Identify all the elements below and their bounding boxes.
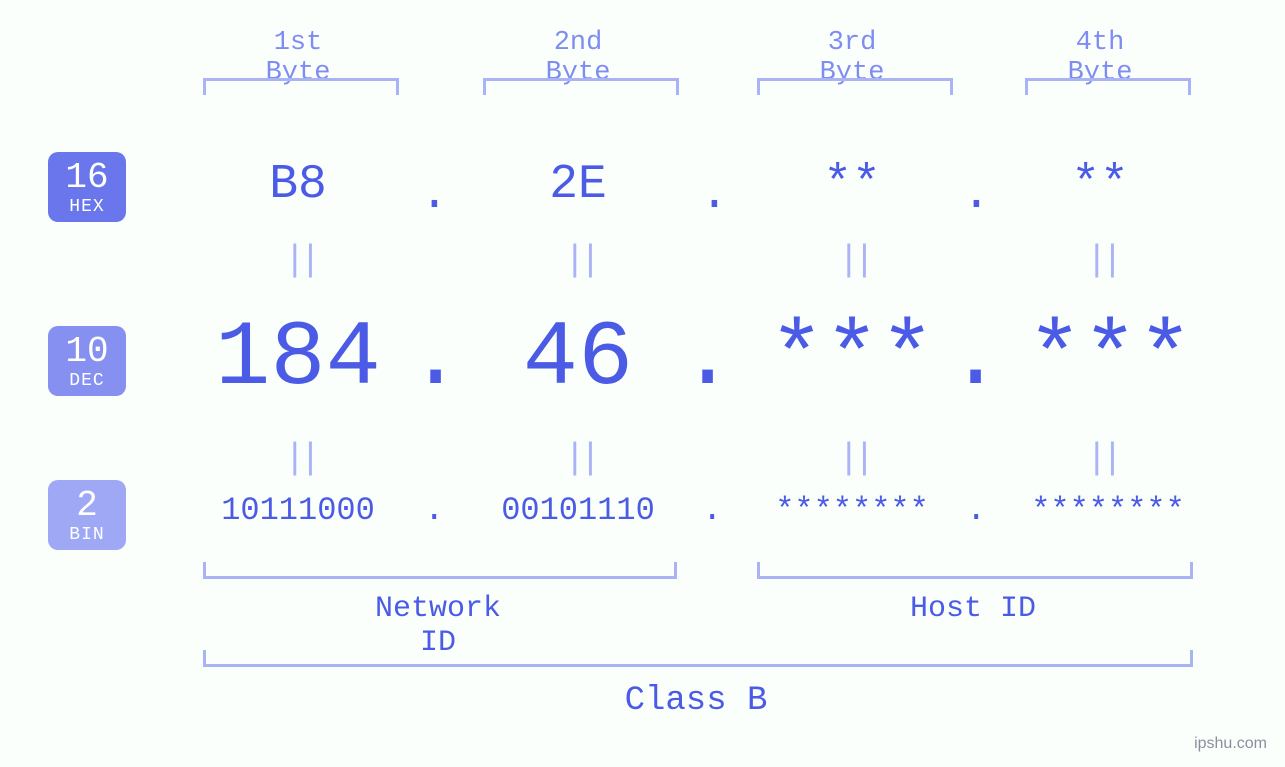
- eq-1-1: ||: [284, 240, 315, 281]
- bracket-top-3: [757, 78, 953, 95]
- eq-2-4: ||: [1086, 438, 1117, 479]
- label-class: Class B: [616, 682, 776, 720]
- badge-hex-num: 16: [48, 160, 126, 196]
- hex-b4: **: [1050, 158, 1150, 212]
- bin-b3: ********: [762, 492, 942, 529]
- hex-dot-2: .: [700, 168, 724, 222]
- hex-b3: **: [802, 158, 902, 212]
- bin-dot-1: .: [424, 492, 444, 530]
- watermark: ipshu.com: [1194, 735, 1267, 753]
- bracket-network: [203, 562, 677, 579]
- bracket-top-2: [483, 78, 679, 95]
- hex-b1: B8: [248, 158, 348, 212]
- hex-b2: 2E: [528, 158, 628, 212]
- dec-dot-3: .: [948, 306, 988, 411]
- dec-dot-1: .: [408, 306, 448, 411]
- bin-dot-2: .: [702, 492, 722, 530]
- eq-1-2: ||: [564, 240, 595, 281]
- dec-b2: 46: [498, 306, 658, 411]
- dec-dot-2: .: [680, 306, 720, 411]
- label-host: Host ID: [898, 592, 1048, 626]
- badge-bin: 2 BIN: [48, 480, 126, 550]
- eq-2-1: ||: [284, 438, 315, 479]
- bin-b1: 10111000: [208, 492, 388, 529]
- eq-2-2: ||: [564, 438, 595, 479]
- badge-hex-label: HEX: [48, 198, 126, 216]
- hex-dot-1: .: [420, 168, 444, 222]
- badge-hex: 16 HEX: [48, 152, 126, 222]
- dec-b1: 184: [198, 306, 398, 411]
- badge-bin-label: BIN: [48, 526, 126, 544]
- badge-dec: 10 DEC: [48, 326, 126, 396]
- bracket-top-4: [1025, 78, 1191, 95]
- badge-dec-label: DEC: [48, 372, 126, 390]
- eq-2-3: ||: [838, 438, 869, 479]
- bracket-class: [203, 650, 1193, 667]
- dec-b4: ***: [1010, 306, 1210, 411]
- bracket-host: [757, 562, 1193, 579]
- hex-dot-3: .: [962, 168, 986, 222]
- badge-bin-num: 2: [48, 488, 126, 524]
- eq-1-4: ||: [1086, 240, 1117, 281]
- bin-b2: 00101110: [488, 492, 668, 529]
- dec-b3: ***: [752, 306, 952, 411]
- eq-1-3: ||: [838, 240, 869, 281]
- bin-b4: ********: [1018, 492, 1198, 529]
- bracket-top-1: [203, 78, 399, 95]
- bin-dot-3: .: [966, 492, 986, 530]
- badge-dec-num: 10: [48, 334, 126, 370]
